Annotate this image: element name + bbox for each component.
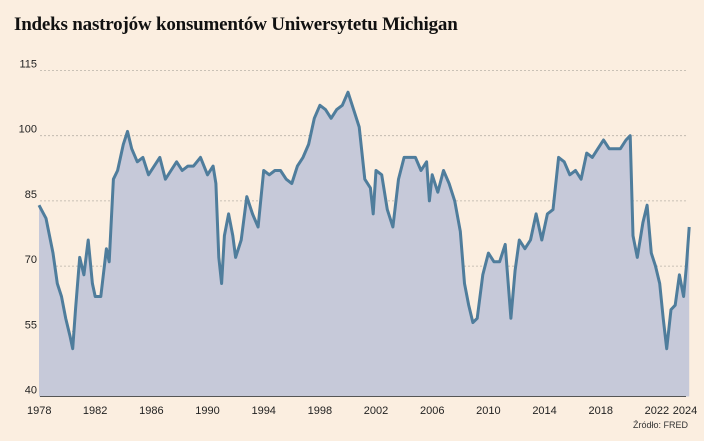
x-tick-label: 1998 xyxy=(308,405,332,417)
x-tick-label: 2014 xyxy=(532,405,556,417)
x-tick-label: 2006 xyxy=(420,405,444,417)
y-tick-label: 115 xyxy=(19,59,37,71)
series-area xyxy=(39,92,690,397)
x-tick-label: 2018 xyxy=(588,405,612,417)
y-axis-ticks: 40 55 70 85 100 115 xyxy=(19,59,37,397)
x-tick-label: 1990 xyxy=(195,405,219,417)
x-tick-label: 2010 xyxy=(476,405,500,417)
x-axis-ticks: 1978 1982 1986 1990 1994 1998 2002 2006 2010 2014… xyxy=(27,405,697,417)
x-tick-label: 1994 xyxy=(251,405,275,417)
y-tick-label: 70 xyxy=(25,254,37,266)
y-tick-label: 100 xyxy=(19,124,37,136)
source-note: Źródło: FRED xyxy=(632,420,688,430)
x-tick-label: 1982 xyxy=(83,405,107,417)
x-tick-label: 1986 xyxy=(139,405,163,417)
series-line xyxy=(37,90,691,351)
x-tick-label: 2022 xyxy=(645,405,669,417)
y-tick-label: 85 xyxy=(25,189,37,201)
x-tick-label: 1978 xyxy=(27,405,51,417)
chart-title: Indeks nastrojów konsumentów Uniwersytet… xyxy=(14,14,458,35)
plot-area xyxy=(37,90,691,397)
y-tick-label: 40 xyxy=(25,385,37,397)
x-tick-label: 2024 xyxy=(673,405,697,417)
x-tick-label: 2002 xyxy=(364,405,388,417)
y-tick-label: 55 xyxy=(25,319,37,331)
